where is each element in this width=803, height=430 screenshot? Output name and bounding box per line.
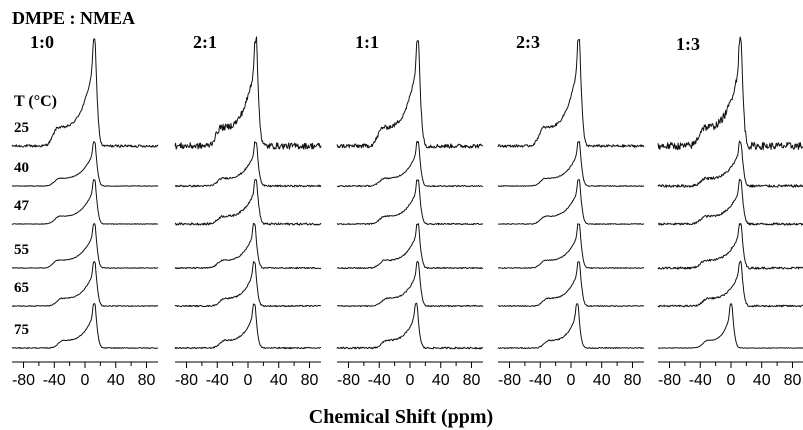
x-tick-label: -80 xyxy=(175,372,198,389)
ratio-label: 2:1 xyxy=(193,32,217,52)
panel-1-1: 1:1 -80 -40 0 40 80 xyxy=(336,32,484,389)
x-axis-label: Chemical Shift (ppm) xyxy=(309,406,493,428)
spectrum-40 xyxy=(336,140,484,188)
spectrum-65 xyxy=(498,261,645,307)
x-tick-label: 0 xyxy=(244,372,253,389)
spectrum-25 xyxy=(174,36,322,150)
temperature-label-75: 75 xyxy=(14,322,29,338)
spectrum-55 xyxy=(11,223,159,269)
x-tick-label: -80 xyxy=(337,372,360,389)
temperature-label-47: 47 xyxy=(14,198,30,214)
x-tick-label: -40 xyxy=(689,372,712,389)
x-tick-label: -80 xyxy=(12,372,35,389)
x-tick-label: 40 xyxy=(593,372,611,389)
spectrum-55 xyxy=(497,223,645,269)
x-tick-label: 40 xyxy=(107,372,125,389)
x-tick-label: 80 xyxy=(784,372,802,389)
x-tick-label: 0 xyxy=(727,372,736,389)
spectrum-55 xyxy=(657,222,803,270)
temperature-header: T (°C) xyxy=(14,93,57,110)
temperature-labels: 25 40 47 55 65 75 xyxy=(14,120,30,338)
x-tick-label: -40 xyxy=(529,372,552,389)
x-tick-label: -40 xyxy=(43,372,66,389)
spectrum-47 xyxy=(498,179,645,225)
spectrum-47 xyxy=(658,178,803,226)
temperature-label-40: 40 xyxy=(14,160,29,176)
temperature-label-55: 55 xyxy=(14,242,29,258)
spectrum-25 xyxy=(657,36,803,151)
ratio-label: 1:3 xyxy=(676,34,700,54)
x-tick-label: 40 xyxy=(753,372,771,389)
spectrum-47 xyxy=(11,179,159,225)
spectrum-25 xyxy=(11,38,159,148)
spectrum-75 xyxy=(657,303,803,349)
panel-1-0: 1:0 -80 -40 0 40 80 xyxy=(11,32,159,389)
x-tick-label: 80 xyxy=(624,372,642,389)
spectrum-25 xyxy=(497,39,645,148)
spectrum-40 xyxy=(174,141,322,188)
spectrum-75 xyxy=(336,302,484,350)
spectrum-25 xyxy=(336,40,484,149)
ratio-label: 1:1 xyxy=(355,32,379,52)
panel-2-3: 2:3 -80 -40 0 40 80 xyxy=(497,32,645,389)
panel-1-3: 1:3 -80 -40 0 40 80 xyxy=(657,34,803,389)
x-tick-label: 40 xyxy=(432,372,450,389)
figure-title: DMPE : NMEA xyxy=(12,8,135,28)
spectrum-75 xyxy=(11,303,159,349)
x-tick-label: 40 xyxy=(270,372,288,389)
spectra-panels: 1:0 -80 -40 0 40 80 2:1 -80 -40 0 40 80 1:1 -80 -40 0 40… xyxy=(11,32,803,389)
spectrum-40 xyxy=(657,140,803,188)
spectrum-65 xyxy=(657,260,803,308)
spectrum-65 xyxy=(336,260,484,308)
spectrum-55 xyxy=(336,223,484,270)
spectrum-40 xyxy=(11,141,159,187)
ratio-label: 2:3 xyxy=(516,32,540,52)
spectrum-47 xyxy=(336,179,484,226)
x-tick-label: 0 xyxy=(406,372,415,389)
spectrum-55 xyxy=(174,222,322,270)
spectrum-65 xyxy=(11,261,159,307)
x-tick-label: -40 xyxy=(206,372,229,389)
temperature-label-25: 25 xyxy=(14,120,29,136)
spectrum-47 xyxy=(174,178,322,226)
ratio-label: 1:0 xyxy=(30,32,54,52)
spectrum-65 xyxy=(174,261,322,308)
x-tick-label: -40 xyxy=(368,372,391,389)
spectrum-40 xyxy=(497,141,645,187)
x-tick-label: 80 xyxy=(138,372,156,389)
temperature-label-65: 65 xyxy=(14,280,29,296)
x-tick-label: 0 xyxy=(81,372,90,389)
x-tick-label: 80 xyxy=(463,372,481,389)
x-tick-label: -80 xyxy=(658,372,681,389)
x-tick-label: -80 xyxy=(498,372,521,389)
spectrum-75 xyxy=(174,303,321,350)
x-tick-label: 80 xyxy=(301,372,319,389)
x-tick-label: 0 xyxy=(567,372,576,389)
spectrum-75 xyxy=(497,303,645,349)
panel-2-1: 2:1 -80 -40 0 40 80 xyxy=(174,32,322,389)
